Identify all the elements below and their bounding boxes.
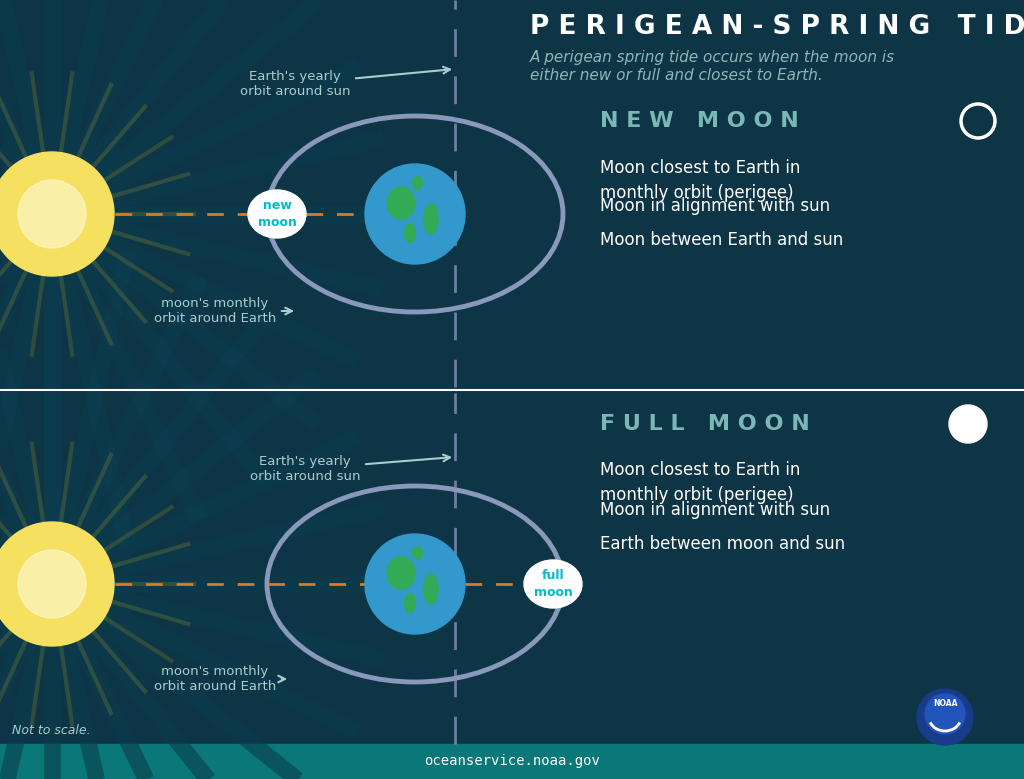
Ellipse shape	[524, 560, 582, 608]
Ellipse shape	[387, 557, 415, 589]
Ellipse shape	[413, 547, 423, 559]
Text: moon's monthly
orbit around Earth: moon's monthly orbit around Earth	[154, 665, 285, 693]
Text: Earth's yearly
orbit around sun: Earth's yearly orbit around sun	[240, 67, 450, 98]
Text: Earth between moon and sun: Earth between moon and sun	[600, 535, 845, 553]
Text: full
moon: full moon	[534, 569, 572, 599]
Ellipse shape	[404, 594, 416, 612]
Ellipse shape	[424, 204, 438, 234]
Text: N E W   M O O N: N E W M O O N	[600, 111, 799, 131]
Circle shape	[17, 550, 86, 618]
Text: NOAA: NOAA	[933, 700, 957, 708]
Bar	[0, 744, 1024, 779]
Text: P E R I G E A N - S P R I N G   T I D E: P E R I G E A N - S P R I N G T I D E	[530, 14, 1024, 40]
Text: Moon in alignment with sun: Moon in alignment with sun	[600, 501, 830, 519]
Text: F U L L   M O O N: F U L L M O O N	[600, 414, 810, 434]
Text: either new or full and closest to Earth.: either new or full and closest to Earth.	[530, 68, 822, 83]
Text: Moon in alignment with sun: Moon in alignment with sun	[600, 197, 830, 215]
Text: oceanservice.noaa.gov: oceanservice.noaa.gov	[424, 755, 600, 769]
Circle shape	[925, 694, 965, 734]
Circle shape	[0, 152, 114, 276]
Circle shape	[949, 405, 987, 443]
Ellipse shape	[387, 187, 415, 219]
Text: Moon closest to Earth in
monthly orbit (perigee): Moon closest to Earth in monthly orbit (…	[600, 461, 801, 504]
Text: Moon between Earth and sun: Moon between Earth and sun	[600, 231, 843, 249]
Ellipse shape	[413, 177, 423, 189]
Text: Earth's yearly
orbit around sun: Earth's yearly orbit around sun	[250, 455, 450, 483]
Text: Moon closest to Earth in
monthly orbit (perigee): Moon closest to Earth in monthly orbit (…	[600, 159, 801, 202]
Ellipse shape	[424, 574, 438, 604]
Circle shape	[365, 164, 465, 264]
Circle shape	[918, 689, 973, 745]
Circle shape	[0, 522, 114, 646]
Text: A perigean spring tide occurs when the moon is: A perigean spring tide occurs when the m…	[530, 50, 895, 65]
Ellipse shape	[248, 190, 306, 238]
Circle shape	[365, 534, 465, 634]
Ellipse shape	[404, 224, 416, 242]
Circle shape	[17, 180, 86, 248]
Text: moon's monthly
orbit around Earth: moon's monthly orbit around Earth	[154, 297, 292, 325]
Bar	[0, 390, 1024, 744]
Bar	[0, 0, 1024, 390]
Text: new
moon: new moon	[258, 199, 296, 229]
Text: Not to scale.: Not to scale.	[12, 724, 91, 738]
